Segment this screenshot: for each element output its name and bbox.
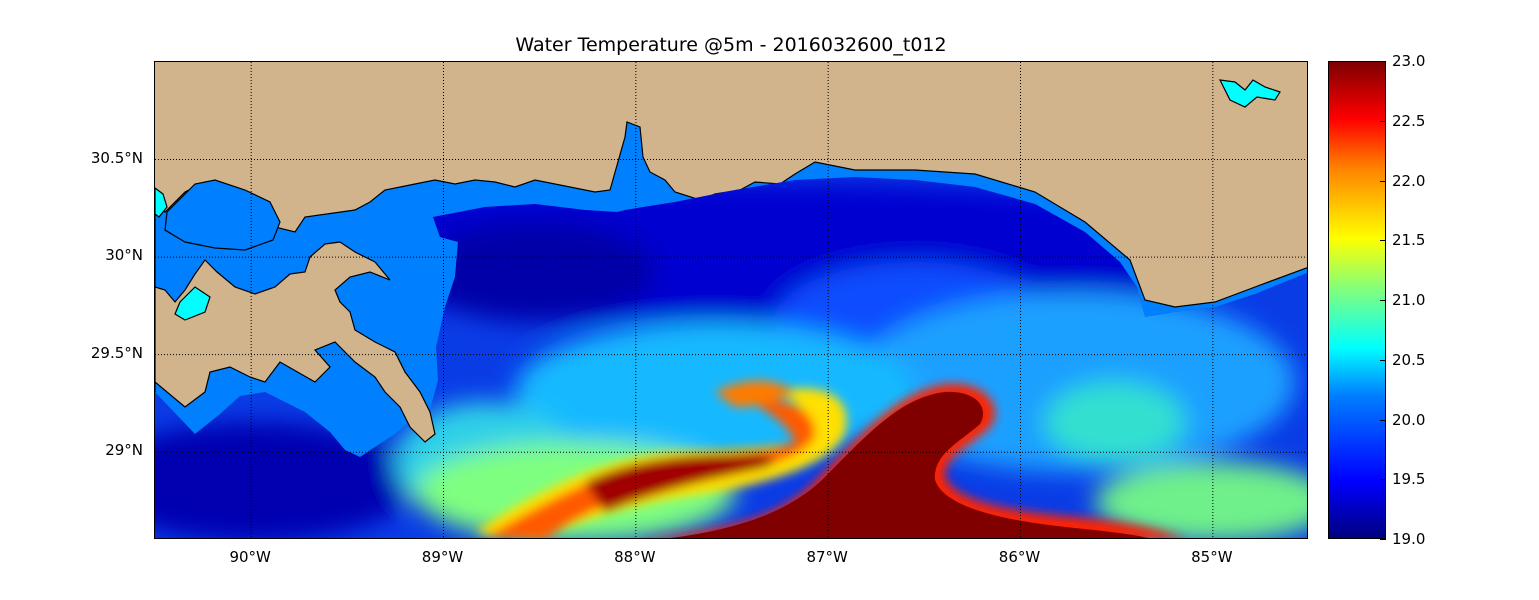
colorbar-tick-label: 20.5 bbox=[1392, 350, 1426, 369]
colorbar-tick bbox=[1380, 359, 1386, 361]
colorbar-tick bbox=[1380, 300, 1386, 301]
colorbar-tick-label: 22.5 bbox=[1392, 111, 1426, 130]
colorbar-tick bbox=[1380, 539, 1386, 540]
lon-label: 85°W bbox=[1191, 548, 1233, 566]
colorbar-tick bbox=[1380, 240, 1386, 242]
map-frame bbox=[154, 61, 1308, 539]
lat-label: 29.5°N bbox=[90, 343, 143, 362]
colorbar-tick bbox=[1380, 120, 1386, 122]
coastal-lake bbox=[1218, 79, 1281, 108]
lon-label: 86°W bbox=[998, 548, 1041, 566]
colorbar-tick-label: 19.0 bbox=[1392, 530, 1426, 548]
lon-label: 88°W bbox=[614, 548, 656, 566]
colorbar-tick-label: 23.0 bbox=[1392, 52, 1426, 70]
edge-lake bbox=[155, 187, 168, 218]
colorbar-tick-label: 21.5 bbox=[1392, 231, 1426, 250]
lon-label: 89°W bbox=[421, 548, 464, 566]
warm-core bbox=[655, 391, 1155, 538]
river-lake bbox=[174, 286, 211, 321]
gridlines bbox=[155, 62, 1307, 538]
colorbar-tick-label: 22.0 bbox=[1392, 171, 1426, 190]
colorbar bbox=[1328, 61, 1386, 539]
map-title: Water Temperature @5m - 2016032600_t012 bbox=[515, 34, 947, 56]
colorbar-tick bbox=[1380, 61, 1386, 62]
colorbar-tick-label: 19.5 bbox=[1392, 470, 1426, 489]
lat-label: 30°N bbox=[105, 246, 143, 265]
colorbar-tick-label: 20.0 bbox=[1392, 410, 1426, 429]
lon-label: 90°W bbox=[229, 548, 271, 566]
colorbar-tick bbox=[1380, 180, 1386, 182]
colorbar-tick bbox=[1380, 419, 1386, 421]
colorbar-tick-label: 21.0 bbox=[1392, 291, 1426, 309]
mississippi-delta-land bbox=[155, 241, 436, 443]
colorbar-tick bbox=[1380, 479, 1386, 481]
lon-label: 87°W bbox=[806, 548, 848, 566]
lat-label: 29°N bbox=[105, 441, 143, 460]
lat-label: 30.5°N bbox=[90, 148, 143, 167]
